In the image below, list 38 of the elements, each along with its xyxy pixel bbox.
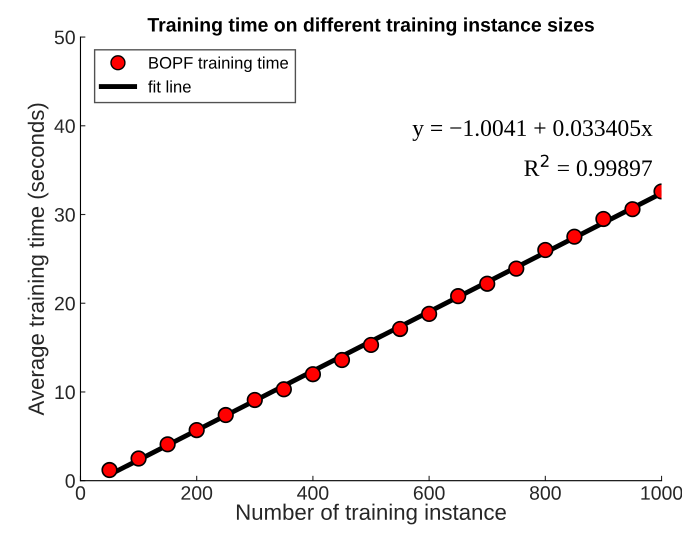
point <box>420 306 438 322</box>
y-tick-label: 50 <box>54 30 75 44</box>
annotation: y = −1.0041 + 0.033405x <box>412 120 653 141</box>
point <box>246 392 263 408</box>
point <box>479 276 496 292</box>
chart-title: Training time on different training instance sizes <box>148 17 594 36</box>
point <box>130 450 147 467</box>
y-tick-label: 10 <box>55 385 75 400</box>
point <box>304 366 322 382</box>
y-axis-title: Average training time (seconds) <box>28 104 48 416</box>
x-tick-label: 600 <box>414 486 445 500</box>
point <box>624 201 641 218</box>
y-tick-label: 40 <box>54 119 75 134</box>
point <box>362 336 380 354</box>
annotation: R$^{2}$ = 0.99897 <box>524 154 652 176</box>
x-tick-label: 800 <box>530 486 561 500</box>
x-tick-label: 1000 <box>641 486 682 500</box>
x-tick-label: 0 <box>76 486 86 500</box>
point <box>188 422 205 438</box>
point <box>101 462 118 478</box>
y-tick-label: 30 <box>54 208 75 222</box>
point <box>566 228 582 245</box>
point <box>334 352 350 368</box>
point <box>218 406 234 424</box>
point <box>537 242 554 258</box>
legend-label: fit line <box>148 80 191 93</box>
point <box>450 288 466 304</box>
point <box>595 210 612 228</box>
point <box>392 320 408 338</box>
point <box>508 260 524 277</box>
x-tick-label: 400 <box>297 486 328 500</box>
x-axis-title: Number of training instance <box>236 504 506 524</box>
x-tick-label: 200 <box>181 486 212 500</box>
y-tick-label: 0 <box>66 474 75 488</box>
legend-label: BOPF training time <box>149 56 288 72</box>
y-tick-label: 20 <box>54 296 75 310</box>
point <box>276 381 292 398</box>
point <box>160 436 176 452</box>
